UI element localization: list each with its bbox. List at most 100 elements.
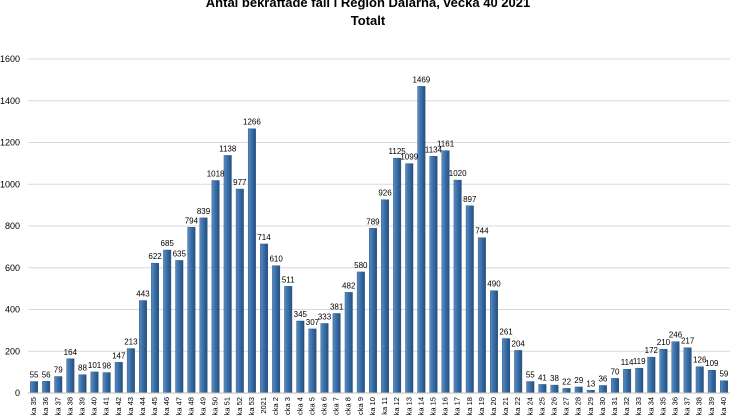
bar xyxy=(126,348,135,394)
bar xyxy=(514,350,523,394)
x-tick-label: cka 6 xyxy=(320,397,329,415)
bar xyxy=(296,320,305,394)
y-tick-label: 1000 xyxy=(0,179,20,189)
x-tick-label: ka 30 xyxy=(598,397,607,415)
data-label: 744 xyxy=(475,227,489,236)
x-tick-label: ka 37 xyxy=(53,397,62,415)
data-label: 38 xyxy=(550,374,559,383)
x-tick-label: 2021 xyxy=(259,397,268,414)
x-tick-label: ka 17 xyxy=(453,397,462,415)
bar xyxy=(550,384,559,394)
bar xyxy=(90,371,99,394)
bar xyxy=(671,341,680,394)
y-tick-label: 1200 xyxy=(0,138,20,148)
x-tick-label: ka 20 xyxy=(489,397,498,415)
bar xyxy=(405,163,414,394)
x-tick-label: ka 31 xyxy=(610,397,619,415)
x-tick-label: cka 7 xyxy=(332,397,341,415)
data-label: 482 xyxy=(342,281,356,290)
data-label: 490 xyxy=(487,280,501,289)
bar xyxy=(719,380,728,394)
bar xyxy=(393,157,402,394)
bar xyxy=(187,227,196,394)
x-tick-label: ka 22 xyxy=(513,397,522,415)
data-label: 1020 xyxy=(449,169,467,178)
data-label: 1161 xyxy=(437,140,455,149)
data-label: 839 xyxy=(197,207,211,216)
bar xyxy=(272,265,281,394)
data-label: 714 xyxy=(257,233,271,242)
bar xyxy=(417,86,426,394)
data-label: 345 xyxy=(294,310,308,319)
y-axis: 0 200 400 600 800 1000 1200 1400 1600 xyxy=(0,54,20,398)
data-label: 41 xyxy=(538,373,547,382)
data-label: 55 xyxy=(30,371,39,380)
bar xyxy=(611,378,619,394)
bar xyxy=(477,237,486,394)
bar xyxy=(623,369,632,394)
data-label: 70 xyxy=(611,367,620,376)
bar xyxy=(502,338,511,394)
x-tick-label: ka 52 xyxy=(235,397,244,415)
bar xyxy=(78,374,87,394)
x-tick-label: ka 25 xyxy=(537,397,546,415)
data-label: 1099 xyxy=(400,153,418,162)
bar xyxy=(647,356,656,394)
chart-subtitle: Totalt xyxy=(351,13,386,28)
x-tick-label: ka 27 xyxy=(562,397,571,415)
x-tick-label: ka 38 xyxy=(65,397,74,415)
data-label: 126 xyxy=(693,356,707,365)
x-tick-label: ka 38 xyxy=(695,397,704,415)
bar xyxy=(441,150,450,394)
data-label: 29 xyxy=(574,376,583,385)
data-label: 443 xyxy=(136,290,150,299)
x-tick-label: ka 26 xyxy=(550,397,559,415)
x-tick-label: ka 39 xyxy=(77,397,86,415)
y-tick-label: 1400 xyxy=(0,96,20,106)
data-label: 114 xyxy=(621,358,634,367)
bar xyxy=(139,300,147,394)
data-label: 79 xyxy=(54,366,63,375)
data-label: 119 xyxy=(633,357,646,366)
y-tick-label: 400 xyxy=(5,305,20,315)
data-label: 622 xyxy=(148,252,162,261)
x-tick-label: ka 41 xyxy=(102,397,111,415)
data-label: 511 xyxy=(282,275,295,284)
data-label: 261 xyxy=(499,328,513,337)
data-label: 88 xyxy=(78,364,87,373)
data-label: 1469 xyxy=(412,75,430,84)
bar xyxy=(247,128,256,394)
x-tick-label: ka 37 xyxy=(683,397,692,415)
data-label: 580 xyxy=(354,261,368,270)
bar xyxy=(381,199,390,394)
data-label: 172 xyxy=(645,346,659,355)
x-tick-label: ka 43 xyxy=(126,397,135,415)
bar xyxy=(54,376,63,394)
bar xyxy=(320,323,329,394)
bar xyxy=(211,180,220,394)
bar xyxy=(30,381,39,394)
x-tick-label: cka 5 xyxy=(307,397,316,415)
bar xyxy=(659,348,668,394)
bar xyxy=(695,366,704,394)
x-tick-label: ka 48 xyxy=(186,397,195,415)
x-tick-label: ka 15 xyxy=(428,397,437,415)
data-label: 977 xyxy=(233,178,247,187)
data-label: 164 xyxy=(64,348,78,357)
bar xyxy=(151,262,160,394)
bar xyxy=(538,384,547,394)
x-tick-label: ka 42 xyxy=(114,397,123,415)
x-tick-label: ka 47 xyxy=(174,397,183,415)
data-label: 1138 xyxy=(219,144,237,153)
data-label: 55 xyxy=(526,371,535,380)
data-label: 109 xyxy=(705,359,719,368)
data-label: 926 xyxy=(378,189,392,198)
data-label: 635 xyxy=(173,249,187,258)
bar xyxy=(635,367,644,394)
x-tick-label: cka 9 xyxy=(356,397,365,415)
bar xyxy=(260,243,268,394)
bar xyxy=(163,249,172,394)
data-label: 56 xyxy=(42,370,51,379)
data-label: 1018 xyxy=(207,169,225,178)
x-tick-label: ka 34 xyxy=(646,397,655,415)
